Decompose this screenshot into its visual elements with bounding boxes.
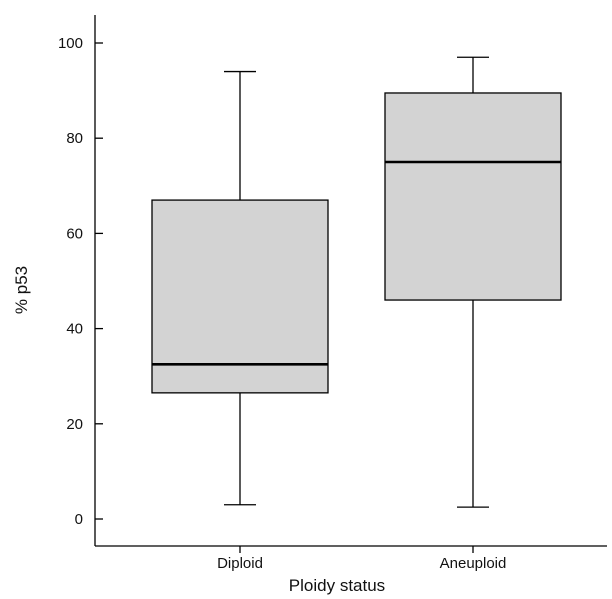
y-tick-label: 60 — [66, 225, 83, 242]
y-tick-label: 20 — [66, 416, 83, 433]
x-tick-label: Diploid — [217, 555, 263, 572]
y-axis-title: % p53 — [12, 266, 31, 314]
y-tick-label: 100 — [58, 35, 83, 52]
x-axis-title: Ploidy status — [289, 576, 385, 595]
y-tick-label: 80 — [66, 130, 83, 147]
y-tick-label: 40 — [66, 321, 83, 338]
plot-area: 0 20 40 60 80 100 Diploid Aneuploid — [58, 15, 607, 572]
x-tick-label: Aneuploid — [440, 555, 507, 572]
y-tick-label: 0 — [75, 511, 83, 528]
iqr-box — [385, 93, 561, 300]
